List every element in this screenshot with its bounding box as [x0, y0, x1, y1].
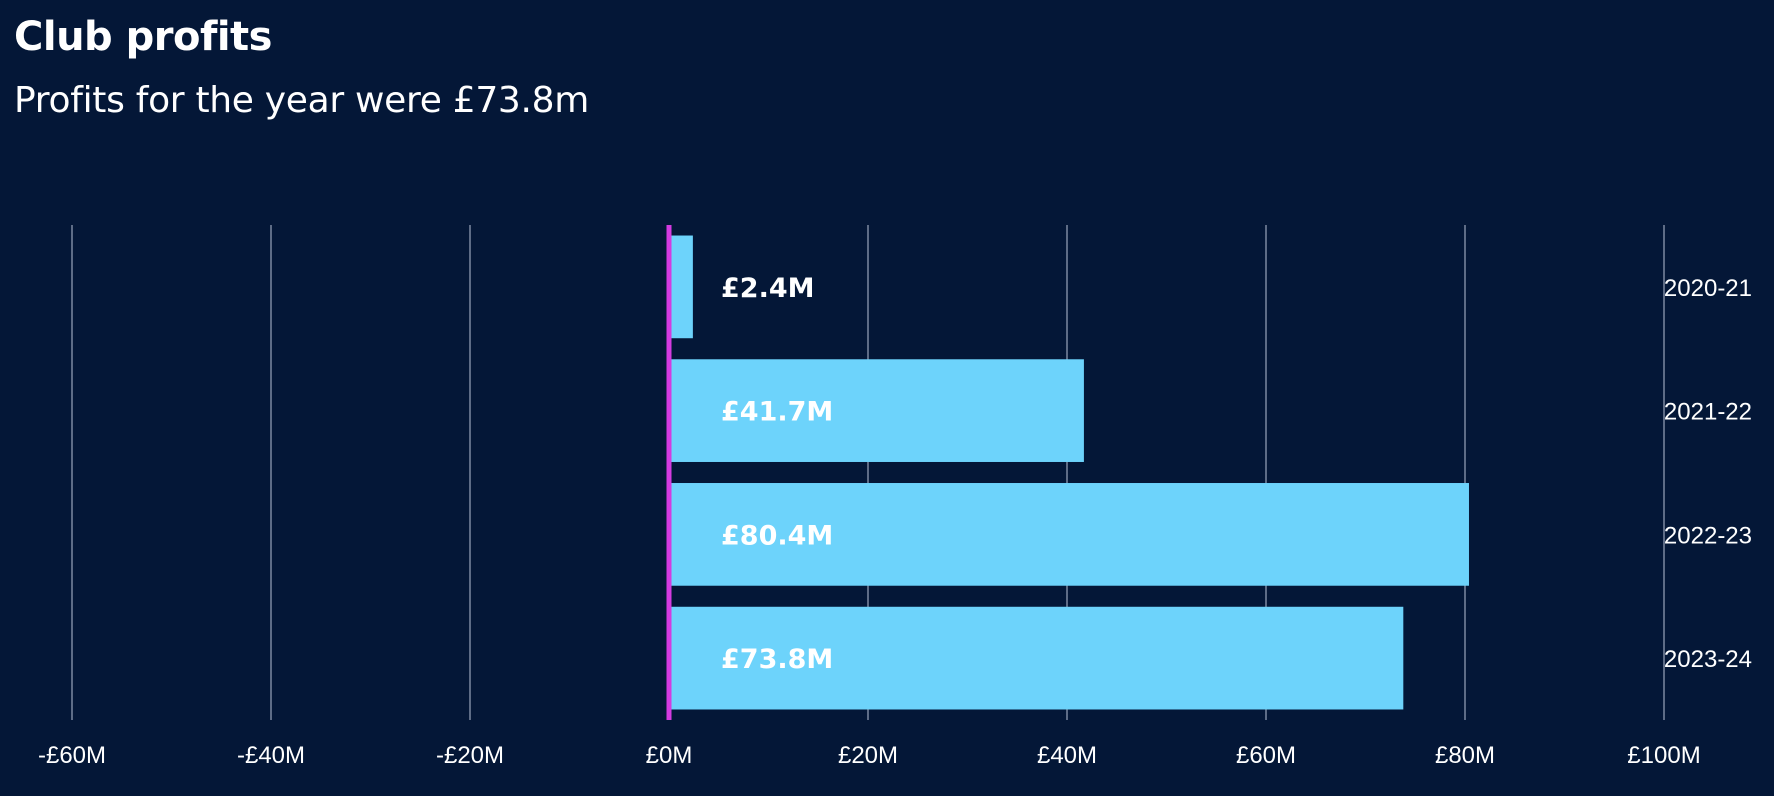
bar: [669, 606, 1404, 710]
bar: [669, 235, 693, 339]
category-label: 2021-22: [1664, 399, 1752, 426]
x-tick-label: £80M: [1435, 742, 1495, 769]
bar: [669, 483, 1469, 586]
category-label: 2020-21: [1664, 275, 1752, 302]
bar-value-label: £73.8M: [721, 644, 833, 675]
x-tick-label: -£60M: [38, 742, 106, 769]
x-tick-label: -£20M: [436, 742, 504, 769]
bars: [669, 235, 1469, 710]
x-tick-label: -£40M: [237, 742, 305, 769]
bar-value-label: £2.4M: [721, 273, 815, 304]
chart-title: Club profits: [14, 14, 272, 60]
x-tick-label: £60M: [1236, 742, 1296, 769]
labels: -£60M -£40M -£20M £0M £20M £40M £60M £80M £100M £…: [38, 273, 1752, 769]
bar-value-label: £41.7M: [721, 397, 833, 428]
x-tick-label: £0M: [646, 742, 693, 769]
x-tick-label: £100M: [1627, 742, 1700, 769]
x-tick-label: £20M: [838, 742, 898, 769]
chart-subtitle: Profits for the year were £73.8m: [14, 80, 590, 121]
category-label: 2022-23: [1664, 522, 1752, 549]
category-label: 2023-24: [1664, 646, 1752, 673]
bar-value-label: £80.4M: [721, 520, 833, 551]
x-tick-label: £40M: [1037, 742, 1097, 769]
bar: [669, 359, 1084, 462]
